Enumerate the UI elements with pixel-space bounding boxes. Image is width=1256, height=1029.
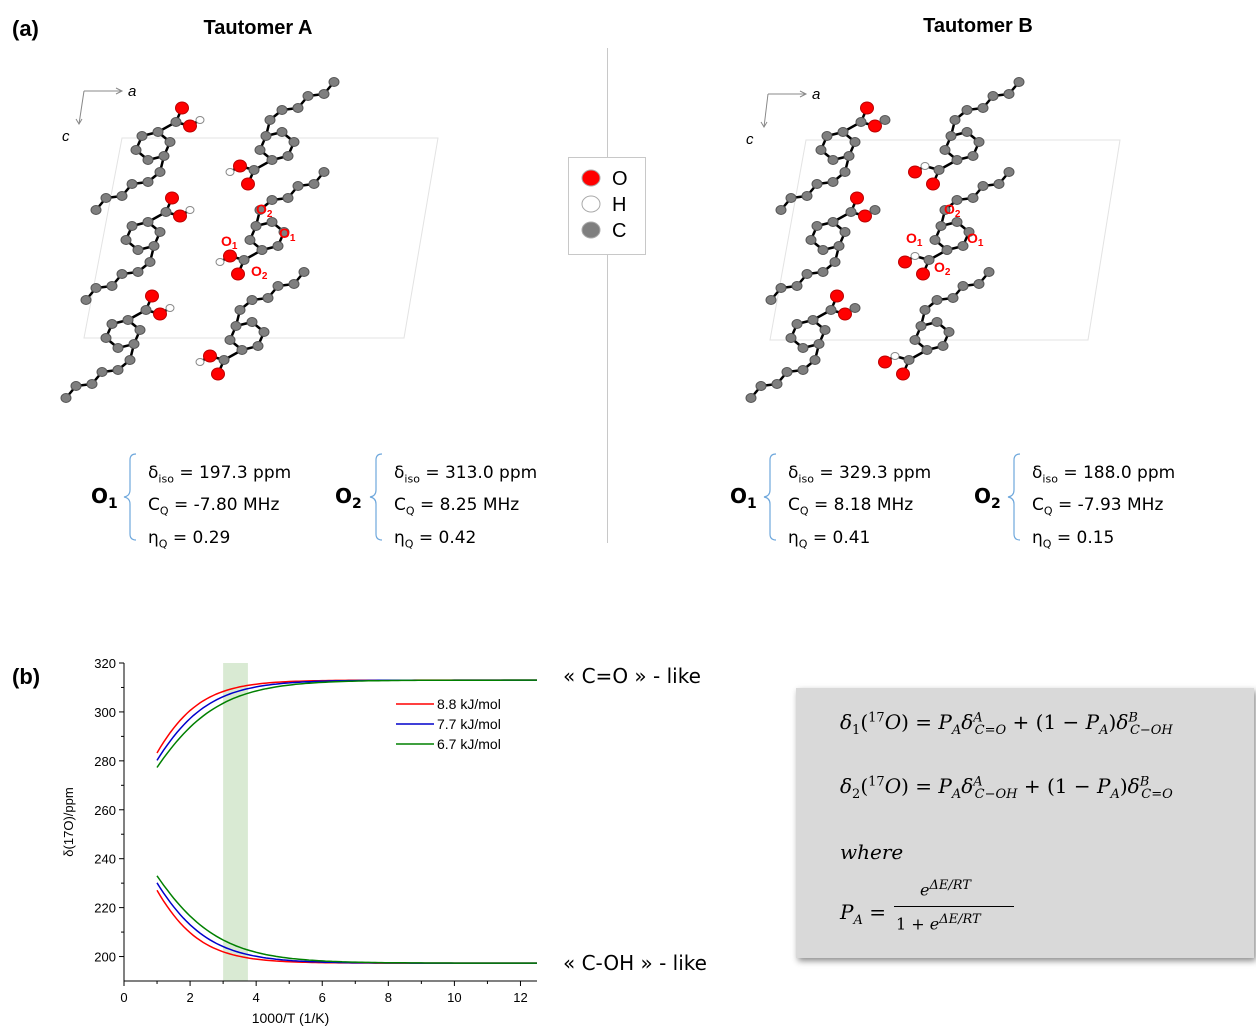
formula-delta1: δ1(17O) = PAδAC=O + (1 − PA)δBC−OH	[840, 710, 1173, 738]
molecules-tautomer-a	[60, 77, 340, 403]
y-tick-label: 220	[94, 901, 116, 916]
x-tick-label: 2	[186, 990, 193, 1005]
tautomer-a-o2-label: O2	[335, 484, 362, 512]
unit-cell-a	[83, 137, 439, 339]
legend-atom-label: C	[612, 220, 626, 242]
tautomer-b-o1-params: δiso = 329.3 ppm CQ = 8.18 MHz ηQ = 0.41	[788, 463, 932, 551]
unit-cell-b	[769, 139, 1121, 341]
legend-label: 6.7 kJ/mol	[437, 736, 501, 752]
series-line-upper	[156, 679, 537, 768]
series-line-lower	[156, 889, 537, 964]
axis-c-label: c	[62, 128, 70, 145]
legend-label: 7.7 kJ/mol	[437, 716, 501, 732]
legend-atom-label: O	[612, 168, 628, 190]
tautomer-a-o2-params: δiso = 313.0 ppm CQ = 8.25 MHz ηQ = 0.42	[394, 463, 538, 551]
series-line-lower	[156, 882, 537, 964]
tautomer-b-o2-params: δiso = 188.0 ppm CQ = -7.93 MHz ηQ = 0.1…	[1032, 463, 1176, 551]
x-tick-label: 8	[385, 990, 392, 1005]
coh-like-label: « C-OH » - like	[563, 951, 707, 975]
svg-text:O2: O2	[934, 259, 951, 278]
brace-b-o1	[763, 453, 777, 541]
brace-a-o1	[123, 453, 137, 541]
x-axis-label: 1000/T (1/K)	[252, 1010, 330, 1026]
svg-text:O2: O2	[251, 263, 268, 282]
legend-atom-label: H	[612, 194, 626, 216]
axis-c-label-b: c	[746, 131, 754, 148]
axis-a-label: a	[128, 83, 136, 100]
formula-where: where	[840, 840, 904, 864]
x-tick-label: 12	[513, 990, 527, 1005]
formula-box: δ1(17O) = PAδAC=O + (1 − PA)δBC−OH δ2(17…	[796, 688, 1254, 958]
legend-atom-o	[581, 169, 601, 187]
legend-label: 8.8 kJ/mol	[437, 696, 501, 712]
oxygen-labels-b: O2 O1 O1 O2	[906, 201, 984, 278]
brace-a-o2	[369, 453, 383, 541]
temperature-range-band	[223, 663, 248, 981]
tautomer-a-o1-label: O1	[91, 484, 118, 512]
tautomer-a-title: Tautomer A	[203, 17, 313, 39]
series-line-lower	[156, 875, 537, 964]
svg-text:O1: O1	[967, 230, 984, 249]
y-tick-label: 280	[94, 754, 116, 769]
axis-a-label-b: a	[812, 86, 820, 103]
legend-atom-c	[581, 221, 601, 239]
x-tick-label: 10	[447, 990, 461, 1005]
svg-text:O1: O1	[221, 233, 238, 252]
y-tick-label: 260	[94, 803, 116, 818]
panel-b-label: (b)	[12, 664, 41, 689]
tautomer-b-axes	[760, 90, 808, 128]
y-tick-label: 200	[94, 950, 116, 965]
crystal-structures: a c a c O2 O1 O1 O2 O2 O1 O1 O2	[60, 77, 1121, 403]
svg-text:O1: O1	[906, 230, 923, 249]
x-tick-label: 0	[120, 990, 127, 1005]
tautomer-b-o1-label: O1	[730, 484, 757, 512]
x-tick-label: 4	[253, 990, 260, 1005]
tautomer-chart: 200 220 240 260 280 300 320 0 2 4 6 8 10 12 1000/T (1/…	[61, 656, 537, 1026]
legend-atom-h	[581, 195, 601, 213]
brace-b-o2	[1007, 453, 1021, 541]
panel-divider	[607, 48, 608, 543]
y-tick-label: 300	[94, 705, 116, 720]
svg-text:O1: O1	[279, 225, 296, 244]
molecules-tautomer-b	[745, 77, 1025, 403]
x-tick-label: 6	[319, 990, 326, 1005]
y-tick-label: 240	[94, 852, 116, 867]
co-like-label: « C=O » - like	[563, 664, 701, 688]
y-tick-label: 320	[94, 656, 116, 671]
formula-delta2: δ2(17O) = PAδAC−OH + (1 − PA)δBC=O	[840, 774, 1173, 802]
y-axis-label: δ(17O)/ppm	[61, 787, 76, 856]
oxygen-labels-a: O2 O1 O1 O2	[221, 201, 296, 282]
tautomer-a-axes	[75, 87, 124, 125]
tautomer-a-o1-params: δiso = 197.3 ppm CQ = -7.80 MHz ηQ = 0.2…	[148, 463, 292, 551]
tautomer-b-title: Tautomer B	[923, 15, 1033, 37]
panel-a-label: (a)	[12, 16, 39, 41]
tautomer-b-o2-label: O2	[974, 484, 1001, 512]
